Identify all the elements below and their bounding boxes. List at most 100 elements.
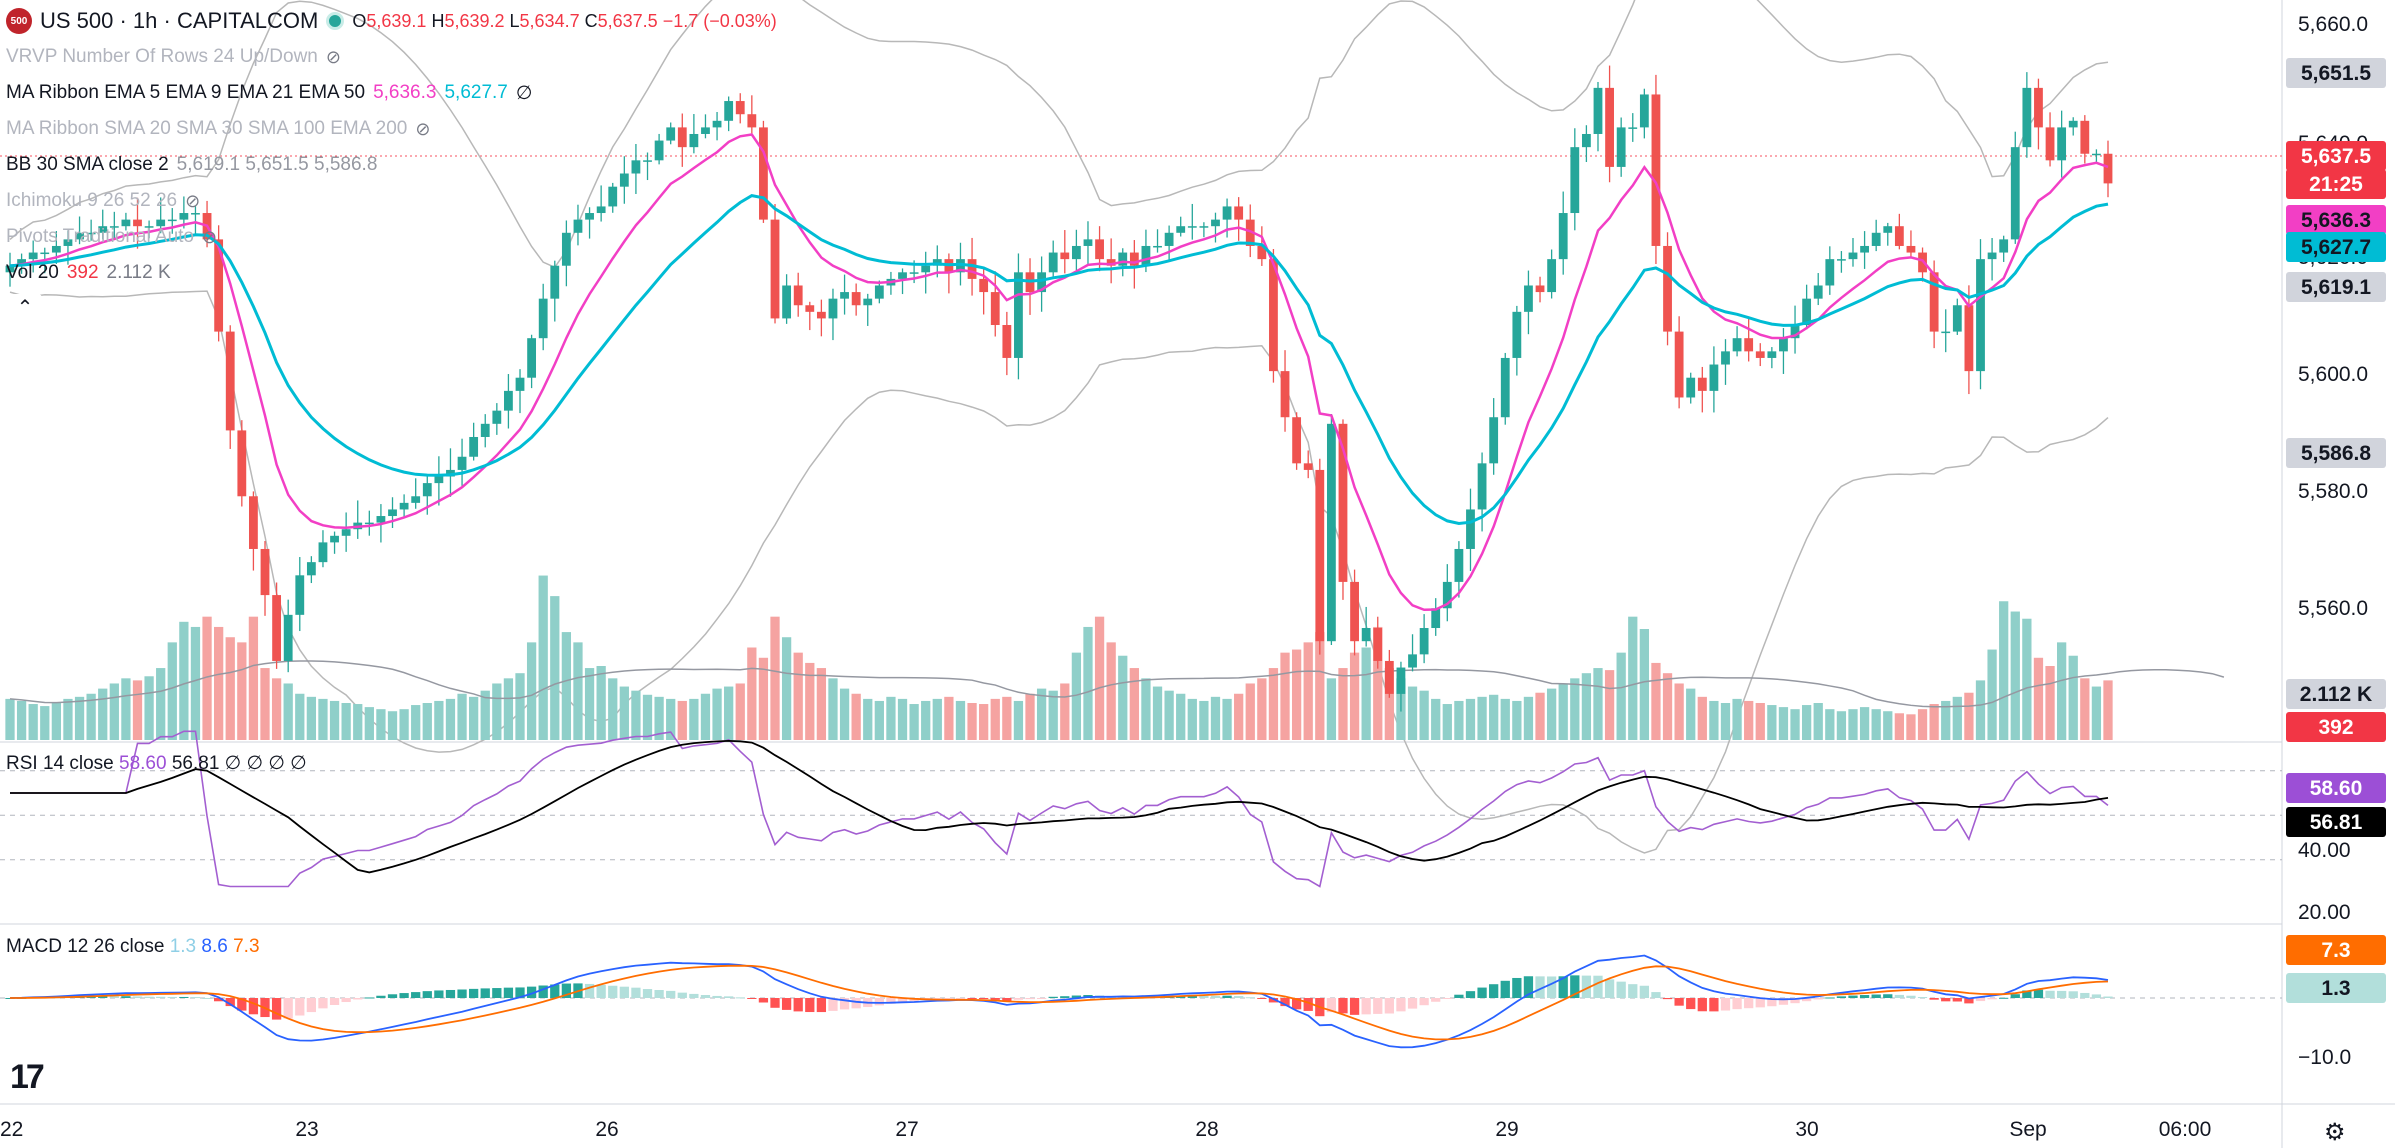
macd-histogram-bar xyxy=(1975,998,1986,1002)
high-value: 5,639.2 xyxy=(444,10,505,31)
rsi-line xyxy=(10,730,2109,888)
price-tag xyxy=(2286,141,2386,171)
volume-bar xyxy=(1767,705,1777,740)
volume-bar xyxy=(1384,668,1394,740)
macd-histogram-bar xyxy=(156,996,166,998)
candle-body xyxy=(1106,259,1116,266)
candle-body xyxy=(295,575,305,615)
macd-histogram-bar xyxy=(1048,996,1058,998)
macd-histogram-bar xyxy=(677,992,687,998)
candle-body xyxy=(724,101,734,121)
indicator-ichimoku[interactable]: Ichimoku 9 26 52 26 ⊘ xyxy=(6,188,200,214)
ema-slow-line xyxy=(9,194,2109,526)
candle-body xyxy=(1871,232,1881,246)
macd-histogram-bar xyxy=(979,998,989,999)
rsi-label: RSI 14 close xyxy=(6,753,114,774)
macd-histogram-bar xyxy=(1778,998,1789,1005)
hidden-eye-icon[interactable]: ⊘ xyxy=(325,46,341,67)
indicator-vrvp[interactable]: VRVP Number Of Rows 24 Up/Down ⊘ xyxy=(6,44,341,70)
candle-body xyxy=(666,127,676,141)
candle-body xyxy=(1164,232,1174,246)
candle-body xyxy=(306,562,316,576)
candle-body xyxy=(1825,259,1835,286)
price-tag xyxy=(2286,58,2386,88)
bb-lower-line xyxy=(9,290,2109,854)
candle-body xyxy=(2068,120,2078,128)
macd-histogram-bar xyxy=(515,987,525,998)
symbol-row[interactable]: 500 US 500 · 1h · CAPITALCOM O5,639.1 H5… xyxy=(6,8,777,34)
settings-gear-icon[interactable]: ⚙ xyxy=(2324,1119,2346,1146)
volume-bar xyxy=(260,668,270,740)
candle-body xyxy=(133,219,142,227)
volume-bar xyxy=(990,698,1000,740)
volume-bar xyxy=(1141,678,1151,740)
candle-body xyxy=(260,548,270,596)
volume-bar xyxy=(666,698,676,740)
symbol-title[interactable]: US 500 · 1h · CAPITALCOM xyxy=(40,8,319,33)
macd-signal-value: 7.3 xyxy=(233,936,260,957)
collapse-legend-chevron-up-icon[interactable]: ⌃ xyxy=(8,294,42,320)
candle-body xyxy=(1976,259,1985,372)
hidden-eye-icon[interactable]: ⊘ xyxy=(415,118,431,139)
volume-bar xyxy=(631,690,641,740)
macd-legend[interactable]: MACD 12 26 close 1.3 8.6 7.3 xyxy=(6,936,260,958)
indicator-vol[interactable]: Vol 20 392 2.112 K xyxy=(6,260,171,286)
candle-body xyxy=(1651,94,1661,246)
macd-histogram-bar xyxy=(1732,998,1742,1010)
volume-bar xyxy=(874,700,884,740)
rsi-legend[interactable]: RSI 14 close 58.60 56.81 ∅ ∅ ∅ ∅ xyxy=(6,752,307,775)
hidden-eye-icon[interactable]: ⊘ xyxy=(202,226,218,247)
candle-body xyxy=(1790,325,1800,339)
volume-bar xyxy=(1118,655,1128,740)
candle-body xyxy=(747,114,757,128)
macd-histogram-bar xyxy=(214,998,224,1002)
macd-histogram-bar xyxy=(2103,996,2113,998)
volume-bar xyxy=(1825,709,1835,740)
indicator-pivots[interactable]: Pivots Traditional Auto ⊘ xyxy=(6,224,217,250)
macd-histogram-bar xyxy=(828,998,838,1011)
volume-bar xyxy=(1651,662,1661,740)
hidden-eye-icon[interactable]: ⊘ xyxy=(185,190,201,211)
macd-tag-label: 7.3 xyxy=(2321,939,2350,962)
indicator-ma-ribbon-ema[interactable]: MA Ribbon EMA 5 EMA 9 EMA 21 EMA 50 5,63… xyxy=(6,80,532,106)
volume-bar xyxy=(770,616,780,740)
tradingview-logo[interactable]: 17 xyxy=(10,1058,45,1096)
volume-bar xyxy=(1129,668,1139,740)
macd-histogram-bar xyxy=(202,997,212,999)
indicator-ma-ribbon-sma[interactable]: MA Ribbon SMA 20 SMA 30 SMA 100 EMA 200 … xyxy=(6,116,430,142)
volume-bar xyxy=(816,668,827,740)
macd-value: 8.6 xyxy=(201,936,228,957)
macd-tick-label: −10.0 xyxy=(2298,1046,2351,1069)
volume-bar xyxy=(1164,690,1174,740)
macd-histogram-bar xyxy=(1558,976,1568,998)
macd-histogram-bar xyxy=(1454,994,1464,998)
macd-histogram-bar xyxy=(457,989,467,998)
macd-histogram-bar xyxy=(283,998,293,1019)
volume-bar xyxy=(503,678,514,740)
volume-bar xyxy=(1813,703,1823,740)
macd-histogram-bar xyxy=(480,988,490,998)
macd-histogram-bar xyxy=(1709,998,1719,1012)
bb-values: 5,619.1 5,651.5 5,586.8 xyxy=(176,154,378,175)
volume-bar xyxy=(1848,709,1858,740)
volume-bar xyxy=(1929,704,1939,740)
macd-histogram-bar xyxy=(619,986,629,998)
candle-body xyxy=(1836,259,1846,261)
time-tick-label: 28 xyxy=(1195,1118,1218,1141)
volume-bar xyxy=(1013,700,1024,740)
macd-pane xyxy=(0,954,2282,1049)
macd-histogram-bar xyxy=(1222,995,1232,998)
volume-bar xyxy=(1570,678,1580,740)
volume-bar xyxy=(1894,713,1904,740)
volume-bar xyxy=(469,696,479,740)
macd-histogram-bar xyxy=(1384,998,1394,1014)
macd-histogram-bar xyxy=(1025,998,1035,1000)
candle-body xyxy=(422,483,432,497)
indicator-bb[interactable]: BB 30 SMA close 2 5,619.1 5,651.5 5,586.… xyxy=(6,152,377,178)
macd-histogram-bar xyxy=(2033,989,2044,998)
volume-bar xyxy=(781,637,792,740)
rsi-ma-line xyxy=(10,739,2109,874)
volume-bar xyxy=(1083,626,1093,740)
macd-histogram-bar xyxy=(1999,997,2009,999)
